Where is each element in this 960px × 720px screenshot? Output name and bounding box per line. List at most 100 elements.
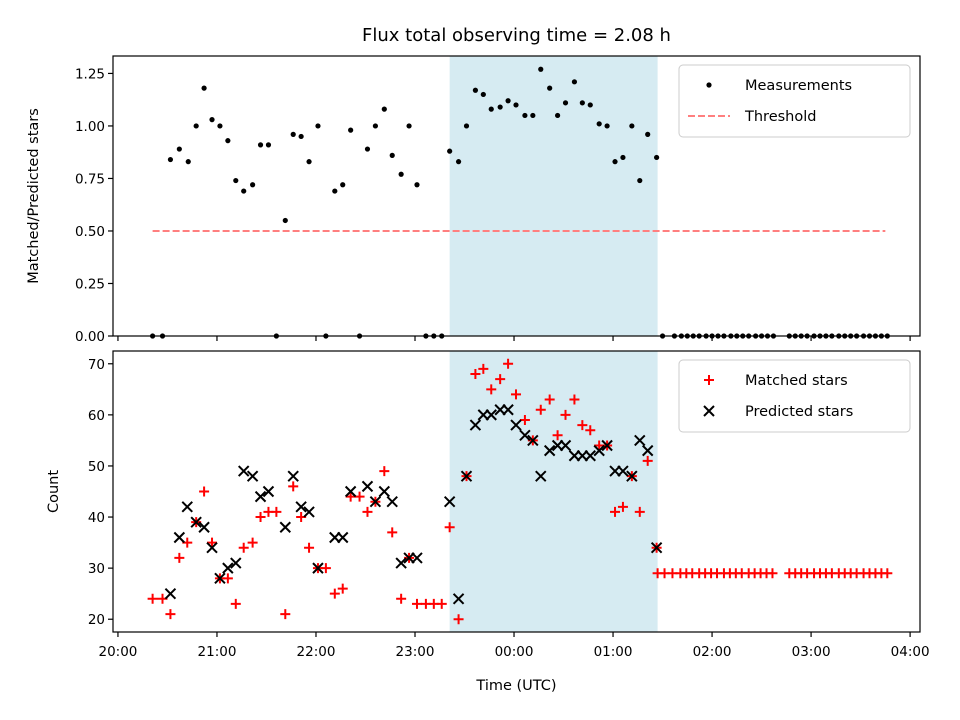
predicted-star-marker <box>237 465 250 477</box>
predicted-star-marker <box>295 501 307 513</box>
predicted-star-marker <box>485 409 497 421</box>
predicted-star-marker <box>510 419 522 431</box>
matched-star-marker <box>882 568 893 579</box>
measurement-point <box>364 146 371 152</box>
measurement-point <box>298 133 304 140</box>
matched-star-marker <box>436 598 447 609</box>
y-tick-label: 70 <box>88 357 105 373</box>
y-axis-label: Count <box>46 470 62 513</box>
y-tick-label: 0.50 <box>75 224 105 240</box>
predicted-star-marker <box>378 485 391 498</box>
x-tick-label: 04:00 <box>891 644 930 660</box>
matched-star-marker <box>610 506 621 517</box>
measurement-point <box>209 117 215 123</box>
predicted-star-marker <box>287 470 299 482</box>
measurement-point <box>257 142 264 148</box>
matched-star-marker <box>387 527 398 538</box>
measurement-point <box>604 123 610 129</box>
x-tick-label: 00:00 <box>495 644 534 660</box>
measurement-point <box>193 123 199 129</box>
legend-label: Matched stars <box>745 373 848 389</box>
y-tick-label: 1.25 <box>75 66 105 82</box>
measurement-point <box>176 146 182 152</box>
y-tick-label: 1.00 <box>75 119 105 135</box>
observing-window-band <box>449 351 658 632</box>
predicted-star-marker <box>634 434 646 447</box>
x-tick-label: 02:00 <box>693 644 732 660</box>
predicted-star-marker <box>361 480 374 493</box>
measurement-point <box>389 152 395 158</box>
y-tick-label: 0.00 <box>75 329 105 345</box>
matched-star-marker <box>411 598 422 609</box>
matched-star-marker <box>255 512 266 523</box>
measurement-point <box>332 188 338 194</box>
matched-star-marker <box>495 374 506 385</box>
predicted-star-marker <box>650 541 663 554</box>
measurement-point <box>340 182 346 188</box>
predicted-star-marker <box>262 485 275 498</box>
matched-star-marker <box>569 394 580 405</box>
x-tick-label: 01:00 <box>594 644 633 660</box>
measurement-point <box>167 156 174 163</box>
measurement-point <box>497 104 503 110</box>
predicted-star-marker <box>626 470 638 482</box>
predicted-star-marker <box>230 557 242 569</box>
legend-label: Predicted stars <box>745 404 853 420</box>
legend-marker <box>703 405 715 417</box>
matched-star-marker <box>280 609 291 620</box>
measurement-point <box>554 112 561 119</box>
x-tick-label: 20:00 <box>98 644 137 660</box>
predicted-star-marker <box>279 521 291 533</box>
measurement-point <box>406 123 412 129</box>
matched-star-marker <box>337 583 348 594</box>
predicted-star-marker <box>411 552 423 564</box>
matched-star-marker <box>560 409 571 420</box>
x-tick-label: 23:00 <box>396 644 435 660</box>
x-tick-label: 22:00 <box>297 644 336 660</box>
measurement-point <box>538 66 544 72</box>
observing-window-band <box>449 56 658 336</box>
matched-star-marker <box>544 394 555 405</box>
matched-star-marker <box>247 537 258 548</box>
x-axis-label: Time (UTC) <box>475 678 556 694</box>
matched-star-marker <box>199 486 210 497</box>
measurement-point <box>282 217 288 224</box>
predicted-star-marker <box>303 506 315 518</box>
measurement-point <box>547 85 553 91</box>
x-tick-label: 21:00 <box>198 644 237 660</box>
matched-star-marker <box>354 491 365 502</box>
predicted-star-marker <box>164 587 177 600</box>
measurement-point <box>579 100 585 106</box>
matched-star-marker <box>503 358 514 369</box>
y-tick-label: 0.75 <box>75 171 105 187</box>
measurement-point <box>265 142 272 148</box>
matched-star-marker <box>585 425 596 436</box>
legend-box <box>678 359 911 433</box>
measurement-point <box>612 159 618 165</box>
predicted-star-marker <box>641 444 654 457</box>
matched-star-marker <box>230 598 241 609</box>
predicted-star-marker <box>214 572 226 585</box>
axes-frame <box>112 55 921 337</box>
measurement-point <box>447 148 453 154</box>
predicted-star-marker <box>601 439 613 452</box>
matched-star-marker <box>767 568 778 579</box>
matched-star-marker <box>207 537 218 548</box>
matched-star-marker <box>634 506 645 517</box>
legend: Measurements Threshold <box>678 64 911 138</box>
predicted-star-marker <box>617 465 629 477</box>
top-panel: 0.00 0.25 0.50 0.75 1.00 1.25 Matched/Predicte… <box>26 25 921 345</box>
predicted-star-marker <box>443 496 456 508</box>
measurement-point <box>480 91 486 98</box>
matched-star-marker <box>478 363 489 374</box>
predicted-star-marker <box>593 444 605 457</box>
matched-star-marker <box>165 609 176 620</box>
measurement-point <box>398 171 404 177</box>
predicted-star-marker <box>535 470 547 482</box>
matched-star-marker <box>304 542 315 553</box>
y-tick-label: 60 <box>88 408 105 424</box>
y-axis-label: Matched/Predicted stars <box>26 108 42 284</box>
predicted-star-marker <box>543 444 556 457</box>
legend-label: Measurements <box>745 78 852 94</box>
